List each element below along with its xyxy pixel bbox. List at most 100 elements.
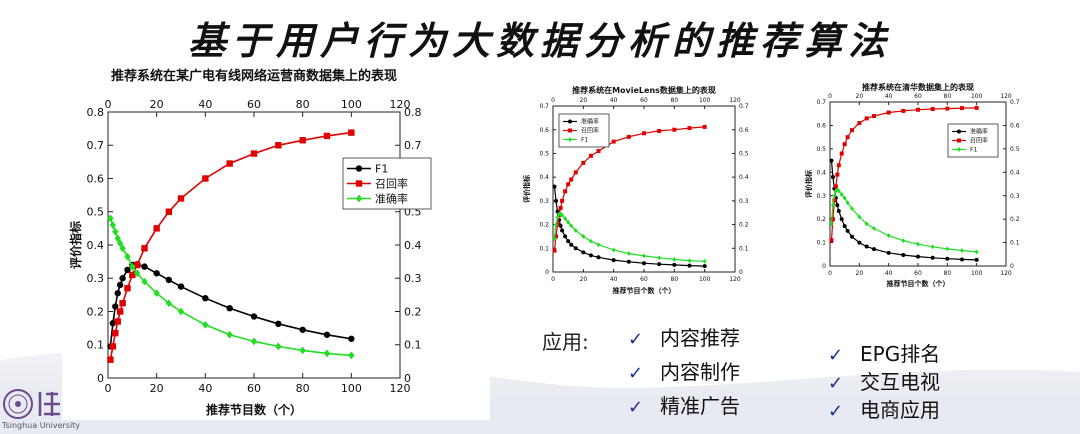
- data-point: [124, 285, 131, 292]
- x-axis-label: 推荐节目个数（个）: [613, 286, 676, 295]
- y-tick-label: 0.2: [404, 305, 422, 318]
- data-point: [930, 244, 935, 250]
- data-point: [857, 240, 862, 245]
- data-point: [555, 215, 560, 220]
- data-point: [836, 188, 841, 194]
- data-point: [974, 257, 979, 262]
- data-point: [581, 160, 586, 165]
- x-tick-label: 120: [729, 97, 741, 104]
- series-F1: [552, 211, 707, 264]
- application-item: ✓ 精准广告: [628, 391, 740, 421]
- data-point: [177, 307, 185, 316]
- y-tick-label: 0.4: [539, 174, 549, 181]
- data-point: [588, 153, 593, 158]
- chart-svg: 推荐系统在某广电有线网络运营商数据集上的表现002020404060608080…: [68, 68, 432, 417]
- data-point: [596, 149, 601, 154]
- check-icon: ✓: [628, 363, 644, 384]
- x-tick-label: 60: [640, 276, 648, 283]
- chart-movielens: 推荐系统在MovieLens数据集上的表现 0 0 20 20 40 40 60 60 80 80 1…: [515, 84, 777, 296]
- x-tick-label: 20: [856, 93, 864, 100]
- x-tick-label: 60: [914, 270, 922, 277]
- y-tick-label: 0.7: [539, 103, 549, 110]
- data-point: [355, 165, 363, 172]
- data-point: [107, 356, 114, 363]
- x-tick-label: 100: [971, 93, 983, 100]
- data-point: [957, 147, 961, 152]
- x-tick-label: 0: [828, 93, 832, 100]
- x-tick-label: 20: [580, 97, 588, 104]
- data-point: [566, 182, 571, 187]
- legend-label: 召回率: [375, 176, 408, 190]
- y-tick-label: 0.1: [87, 339, 105, 352]
- data-point: [839, 217, 844, 222]
- data-point: [901, 252, 906, 257]
- data-point: [119, 244, 126, 253]
- logo-text: Tsinghua University: [2, 421, 81, 430]
- data-point: [573, 228, 578, 233]
- y-tick-label: 0.3: [404, 272, 422, 285]
- data-point: [830, 202, 835, 208]
- data-point: [845, 228, 850, 233]
- data-point: [569, 223, 574, 229]
- data-point: [566, 219, 571, 225]
- data-point: [672, 127, 677, 132]
- data-point: [672, 257, 677, 262]
- check-icon: ✓: [828, 401, 844, 422]
- data-point: [957, 129, 961, 134]
- x-tick-label: 60: [247, 98, 261, 111]
- data-point: [116, 308, 124, 315]
- series-line: [830, 189, 977, 253]
- data-point: [657, 262, 662, 267]
- data-point: [563, 216, 568, 222]
- x-tick-label: 80: [671, 97, 679, 104]
- data-point: [153, 225, 160, 232]
- data-point: [886, 110, 891, 115]
- application-label: 内容推荐: [660, 326, 740, 350]
- data-point: [832, 193, 837, 199]
- data-point: [596, 242, 601, 248]
- data-point: [886, 250, 891, 255]
- data-point: [566, 239, 571, 244]
- application-item: ✓ EPG排名: [828, 340, 940, 368]
- y-tick-label: 0.1: [739, 245, 749, 252]
- data-point: [116, 281, 124, 289]
- data-point: [687, 258, 692, 264]
- x-tick-label: 80: [671, 276, 679, 283]
- chart-title: 推荐系统在清华数据集上的表现: [862, 82, 974, 92]
- application-label: 电商应用: [860, 398, 940, 422]
- data-point: [835, 203, 840, 208]
- data-point: [107, 214, 114, 223]
- data-point: [129, 262, 136, 271]
- data-point: [916, 254, 920, 259]
- data-point: [112, 303, 119, 310]
- data-point: [165, 276, 173, 284]
- x-tick-label: 100: [341, 382, 362, 395]
- x-tick-label: 100: [699, 97, 711, 104]
- legend-label: F1: [970, 147, 977, 154]
- chart-title: 推荐系统在某广电有线网络运营商数据集上的表现: [111, 68, 397, 84]
- data-point: [355, 194, 363, 203]
- data-point: [687, 263, 692, 268]
- data-point: [916, 107, 920, 112]
- series-召回率: [107, 129, 355, 363]
- y-axis-label: 评价指标: [522, 175, 531, 203]
- data-point: [836, 163, 841, 168]
- data-point: [299, 326, 306, 333]
- data-point: [250, 313, 258, 320]
- data-point: [323, 349, 331, 358]
- data-point: [226, 330, 233, 339]
- x-tick-label: 80: [944, 93, 952, 100]
- data-point: [596, 255, 601, 260]
- x-tick-label: 0: [551, 276, 555, 283]
- series-召回率: [829, 105, 979, 243]
- data-point: [573, 170, 578, 175]
- data-point: [687, 126, 692, 131]
- x-tick-label: 40: [198, 382, 212, 395]
- x-axis-label: 推荐节目数（个）: [206, 402, 302, 417]
- check-icon: ✓: [828, 373, 844, 394]
- x-tick-label: 80: [944, 270, 952, 277]
- legend-label: F1: [581, 137, 588, 144]
- data-point: [568, 128, 572, 133]
